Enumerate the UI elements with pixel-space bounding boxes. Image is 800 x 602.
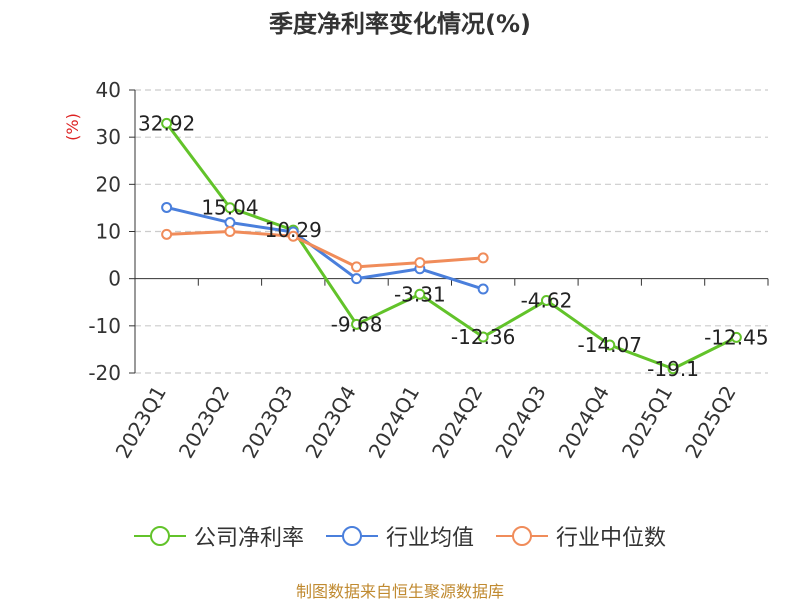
x-tick-label: 2024Q3 bbox=[490, 382, 550, 463]
legend-marker-icon bbox=[341, 526, 362, 546]
data-point bbox=[161, 117, 173, 129]
data-point bbox=[414, 288, 426, 300]
data-point bbox=[477, 283, 489, 295]
data-point bbox=[351, 261, 363, 273]
legend-swatch bbox=[325, 525, 378, 547]
legend-swatch bbox=[133, 525, 186, 547]
x-tick-label: 2024Q2 bbox=[427, 382, 487, 463]
data-label: 10.29 bbox=[265, 218, 322, 242]
x-tick-label: 2024Q1 bbox=[364, 382, 424, 463]
data-label: -3.31 bbox=[394, 282, 446, 306]
y-tick-label: -10 bbox=[88, 314, 121, 338]
data-point bbox=[351, 273, 363, 285]
legend-label: 行业均值 bbox=[385, 526, 474, 551]
legend-item[interactable]: 行业中位数 bbox=[496, 520, 666, 552]
chart-title: 季度净利率变化情况(%) bbox=[269, 10, 531, 38]
y-tick-label: 20 bbox=[96, 172, 121, 196]
data-point bbox=[224, 226, 236, 237]
data-point bbox=[477, 252, 489, 264]
data-label: -12.36 bbox=[451, 325, 515, 349]
data-point bbox=[161, 228, 173, 240]
data-point bbox=[667, 363, 679, 375]
legend-marker-icon bbox=[149, 526, 170, 546]
y-tick-label: -20 bbox=[88, 361, 121, 385]
data-label: -12.45 bbox=[704, 325, 768, 349]
series-line-1 bbox=[166, 205, 484, 291]
data-point bbox=[351, 318, 363, 330]
x-tick-label: 2025Q2 bbox=[680, 382, 740, 463]
legend-label: 公司净利率 bbox=[193, 526, 304, 551]
y-tick-label: 40 bbox=[96, 78, 121, 102]
legend-item[interactable]: 公司净利率 bbox=[133, 520, 304, 552]
data-point bbox=[604, 339, 616, 351]
source-note: 制图数据来自恒生聚源数据库 bbox=[295, 582, 504, 601]
y-tick-label: 10 bbox=[96, 220, 121, 244]
legend-item[interactable]: 行业均值 bbox=[325, 520, 474, 552]
y-tick-label: 0 bbox=[108, 267, 121, 291]
legend-label: 行业中位数 bbox=[556, 526, 667, 551]
data-point bbox=[224, 202, 236, 214]
series-line-2 bbox=[166, 230, 484, 269]
data-point bbox=[287, 230, 299, 242]
data-label: -4.62 bbox=[521, 288, 573, 312]
x-tick-label: 2023Q4 bbox=[300, 382, 360, 463]
series-line-0 bbox=[165, 122, 738, 371]
data-point bbox=[540, 294, 552, 306]
data-label: -9.68 bbox=[331, 312, 383, 336]
y-tick-label: 30 bbox=[96, 125, 121, 149]
data-point bbox=[414, 257, 426, 269]
data-point bbox=[730, 331, 742, 343]
chart-legend: 公司净利率 行业均值 行业中位数 bbox=[0, 520, 800, 552]
data-label: -19.1 bbox=[647, 357, 699, 381]
legend-swatch bbox=[496, 525, 548, 547]
legend-marker-icon bbox=[512, 526, 532, 546]
data-point bbox=[161, 201, 173, 213]
data-label: -14.07 bbox=[578, 333, 642, 357]
x-tick-label: 2025Q1 bbox=[617, 382, 677, 463]
x-tick-label: 2023Q3 bbox=[237, 382, 297, 463]
data-point bbox=[477, 331, 489, 343]
y-axis-label: (%) bbox=[63, 113, 82, 141]
x-tick-label: 2024Q4 bbox=[554, 382, 614, 463]
data-label: 32.92 bbox=[138, 111, 195, 135]
data-label: 15.04 bbox=[201, 196, 258, 220]
x-tick-label: 2023Q1 bbox=[111, 382, 171, 463]
x-tick-label: 2023Q2 bbox=[174, 382, 234, 463]
